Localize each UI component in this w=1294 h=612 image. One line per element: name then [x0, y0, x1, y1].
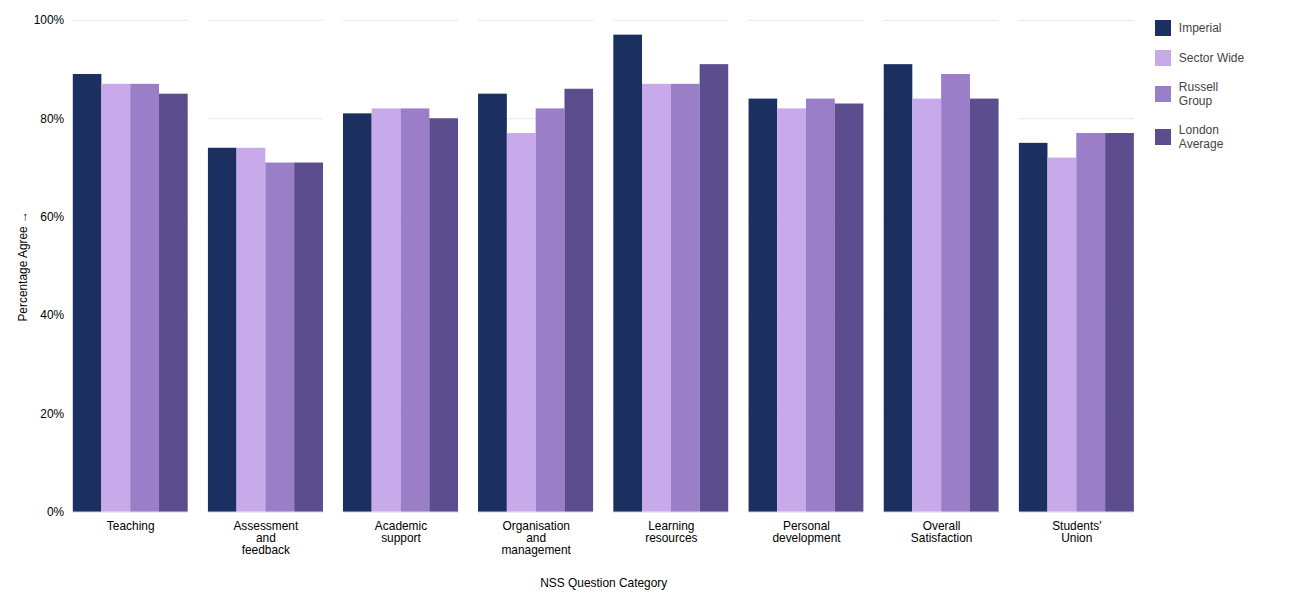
svg-text:NSS Question Category: NSS Question Category	[540, 576, 667, 590]
svg-text:100%: 100%	[34, 13, 65, 27]
svg-text:OverallSatisfaction: OverallSatisfaction	[911, 519, 973, 545]
svg-text:20%: 20%	[40, 407, 64, 421]
svg-text:80%: 80%	[40, 112, 64, 126]
svg-text:Assessmentandfeedback: Assessmentandfeedback	[233, 519, 299, 557]
svg-text:Academicsupport: Academicsupport	[375, 519, 427, 545]
svg-text:60%: 60%	[40, 210, 64, 224]
svg-text:Organisationandmanagement: Organisationandmanagement	[501, 519, 571, 557]
svg-text:Personaldevelopment: Personaldevelopment	[772, 519, 841, 545]
html-text:Imperial: Imperial	[1178, 20, 1222, 35]
html-text:Sector Wide: Sector Wide	[1178, 50, 1245, 65]
svg-text:40%: 40%	[40, 308, 64, 322]
svg-text:Learningresources: Learningresources	[645, 519, 697, 545]
html-text:London Average: London Average	[1178, 122, 1224, 152]
svg-text:Teaching: Teaching	[107, 519, 155, 533]
html-text:Russell Group: Russell Group	[1178, 80, 1219, 109]
svg-text:0%: 0%	[47, 505, 65, 519]
svg-text:Students'Union: Students'Union	[1052, 519, 1101, 545]
svg-text:Percentage Agree →: Percentage Agree →	[16, 211, 30, 322]
